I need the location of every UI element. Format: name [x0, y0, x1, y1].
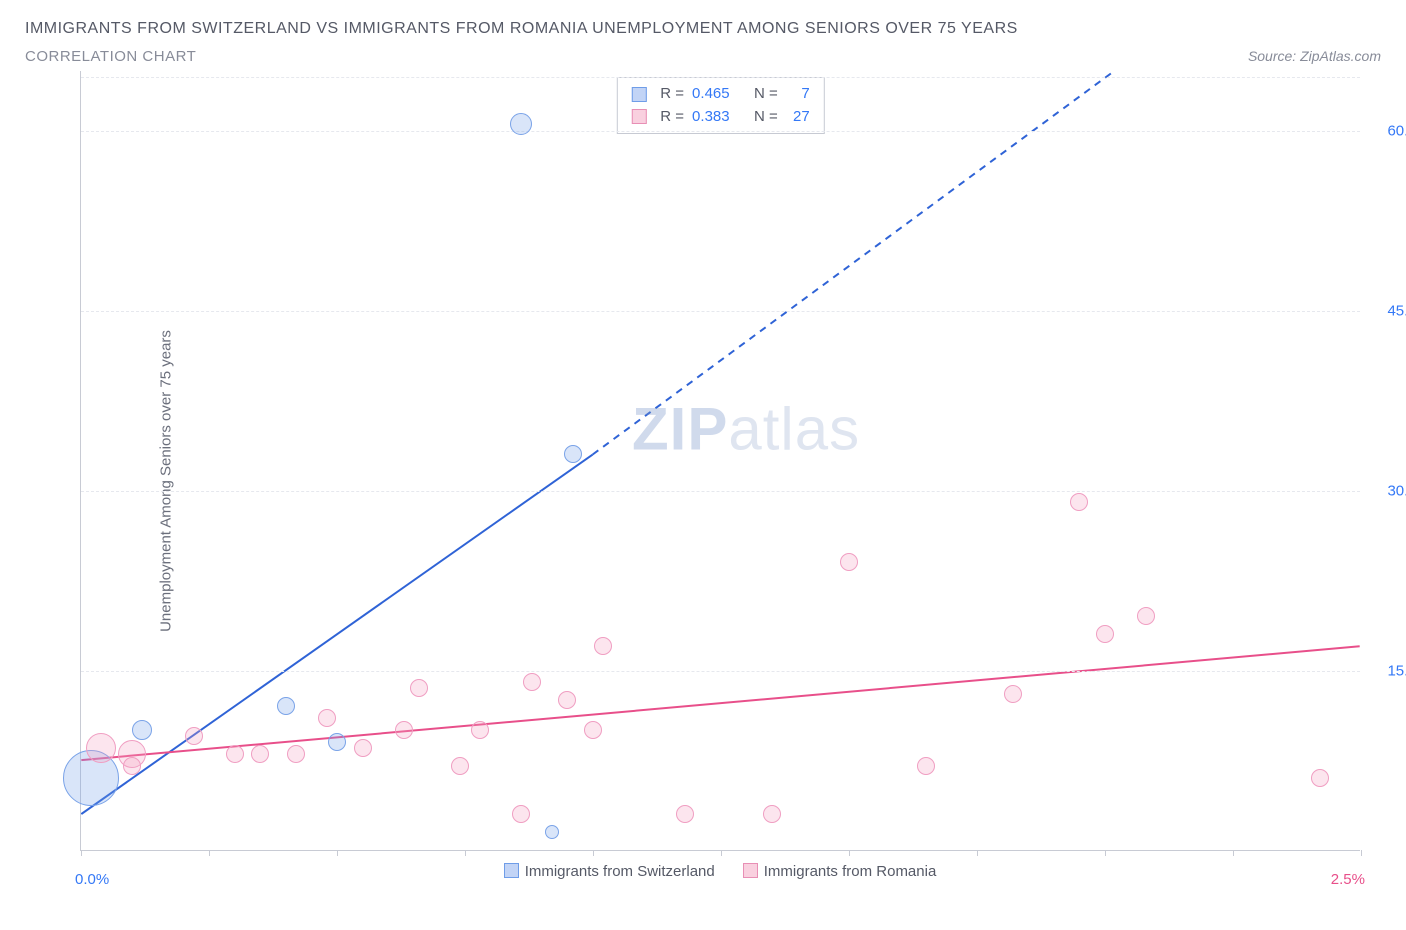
- data-point: [451, 757, 469, 775]
- x-tick-mark: [209, 850, 210, 856]
- y-tick-label: 45.0%: [1370, 303, 1406, 320]
- data-point: [471, 721, 489, 739]
- legend-stat-row: R =0.383 N =27: [631, 106, 809, 129]
- data-point: [277, 697, 295, 715]
- chart-source: Source: ZipAtlas.com: [1248, 48, 1381, 64]
- data-point: [287, 745, 305, 763]
- gridline: [81, 311, 1360, 312]
- data-point: [123, 757, 141, 775]
- data-point: [1311, 769, 1329, 787]
- x-tick-mark: [465, 850, 466, 856]
- gridline: [81, 77, 1360, 78]
- x-axis-max-label: 2.5%: [1331, 871, 1365, 888]
- data-point: [1004, 685, 1022, 703]
- data-point: [354, 739, 372, 757]
- legend-swatch-icon: [631, 87, 646, 102]
- data-point: [318, 709, 336, 727]
- x-tick-mark: [1105, 850, 1106, 856]
- data-point: [226, 745, 244, 763]
- y-tick-label: 15.0%: [1370, 663, 1406, 680]
- data-point: [512, 805, 530, 823]
- data-point: [584, 721, 602, 739]
- data-point: [917, 757, 935, 775]
- data-point: [395, 721, 413, 739]
- swatch-pink-icon: [743, 863, 758, 878]
- data-point: [185, 727, 203, 745]
- data-point: [251, 745, 269, 763]
- x-tick-mark: [721, 850, 722, 856]
- data-point: [558, 691, 576, 709]
- data-point: [676, 805, 694, 823]
- data-point: [410, 679, 428, 697]
- chart-header: IMMIGRANTS FROM SWITZERLAND VS IMMIGRANT…: [25, 20, 1381, 65]
- plot-area: ZIPatlas R =0.465 N =7 R =0.383 N =27 15…: [80, 71, 1360, 851]
- data-point: [523, 673, 541, 691]
- chart-subtitle: CORRELATION CHART: [25, 48, 196, 65]
- x-tick-mark: [81, 850, 82, 856]
- data-point: [763, 805, 781, 823]
- x-tick-mark: [1361, 850, 1362, 856]
- watermark: ZIPatlas: [632, 395, 860, 464]
- data-point: [132, 720, 152, 740]
- x-tick-mark: [1233, 850, 1234, 856]
- gridline: [81, 671, 1360, 672]
- y-tick-label: 30.0%: [1370, 483, 1406, 500]
- data-point: [1096, 625, 1114, 643]
- data-point: [510, 113, 532, 135]
- bottom-legend: Immigrants from Switzerland Immigrants f…: [80, 863, 1360, 880]
- data-point: [1137, 607, 1155, 625]
- gridline: [81, 131, 1360, 132]
- x-axis-min-label: 0.0%: [75, 871, 109, 888]
- chart-title: IMMIGRANTS FROM SWITZERLAND VS IMMIGRANT…: [25, 20, 1381, 38]
- correlation-chart: Unemployment Among Seniors over 75 years…: [25, 71, 1381, 891]
- x-axis-labels: Immigrants from Switzerland Immigrants f…: [80, 859, 1360, 889]
- x-tick-mark: [593, 850, 594, 856]
- x-tick-mark: [337, 850, 338, 856]
- legend-item-switzerland: Immigrants from Switzerland: [504, 863, 715, 880]
- data-point: [1070, 493, 1088, 511]
- data-point: [594, 637, 612, 655]
- legend-stats-box: R =0.465 N =7 R =0.383 N =27: [616, 77, 824, 134]
- trend-lines: [81, 71, 1360, 850]
- legend-item-romania: Immigrants from Romania: [743, 863, 937, 880]
- data-point: [545, 825, 559, 839]
- y-tick-label: 60.0%: [1370, 123, 1406, 140]
- data-point: [328, 733, 346, 751]
- data-point: [840, 553, 858, 571]
- legend-stat-row: R =0.465 N =7: [631, 83, 809, 106]
- data-point: [86, 733, 116, 763]
- x-tick-mark: [849, 850, 850, 856]
- gridline: [81, 491, 1360, 492]
- swatch-blue-icon: [504, 863, 519, 878]
- legend-swatch-icon: [631, 109, 646, 124]
- x-tick-mark: [977, 850, 978, 856]
- data-point: [564, 445, 582, 463]
